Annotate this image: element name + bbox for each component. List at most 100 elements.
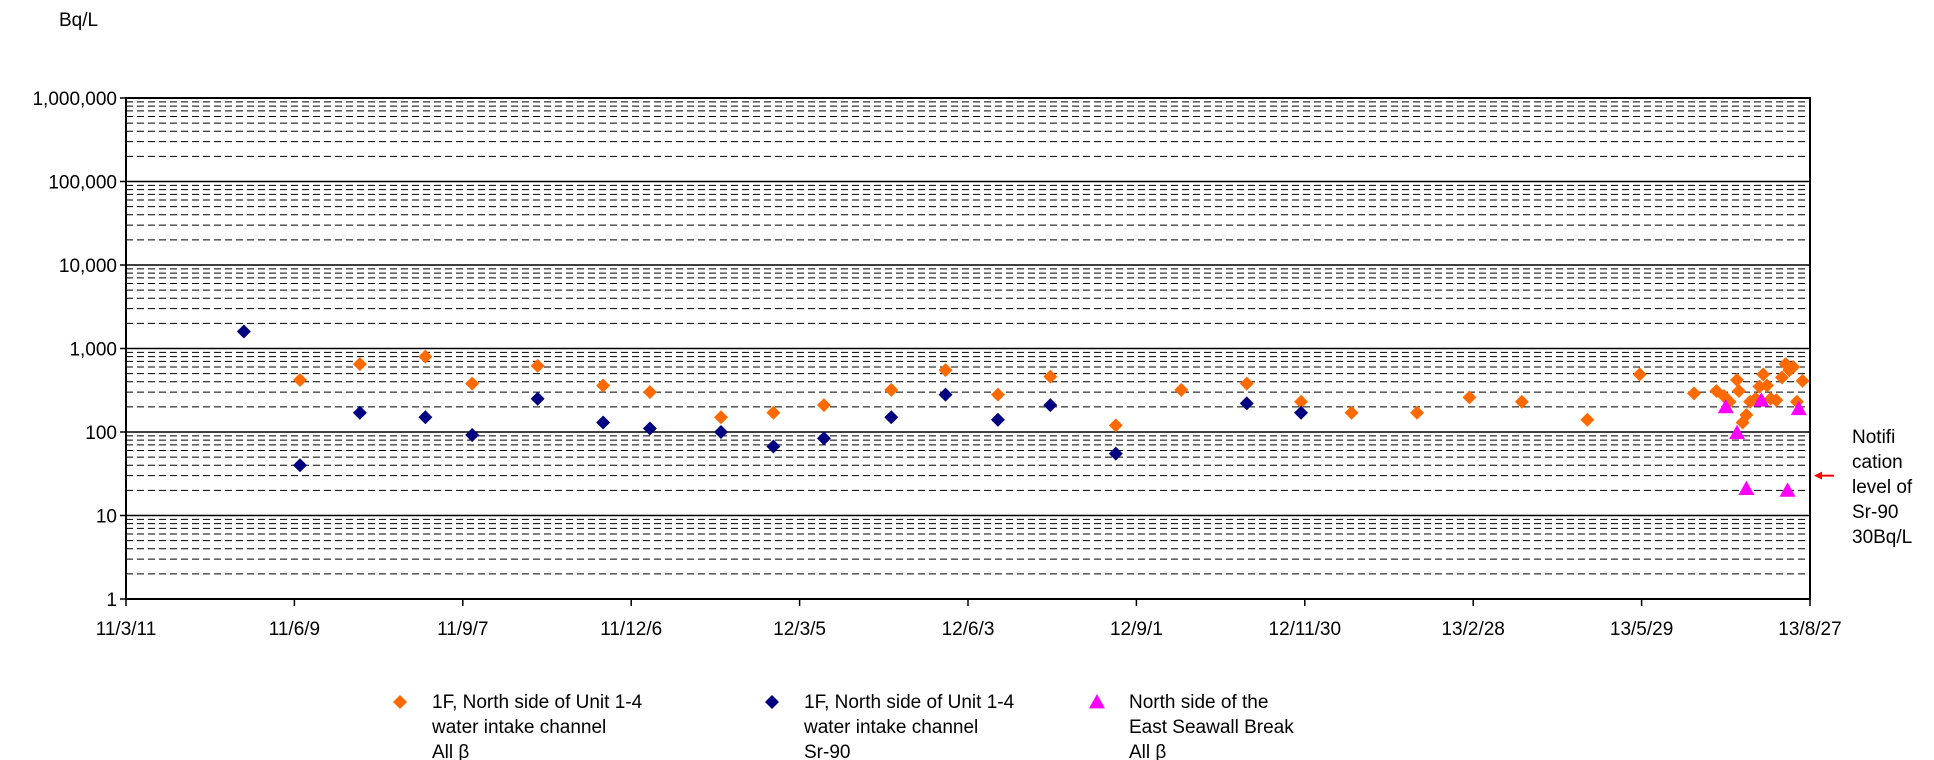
data-point (1344, 405, 1359, 420)
x-tick-label: 12/6/3 (942, 619, 995, 640)
data-point (352, 357, 367, 372)
data-point (352, 405, 367, 420)
x-tick-label: 12/9/1 (1110, 619, 1163, 640)
data-point (1756, 367, 1771, 382)
legend-label: 1F, North side of Unit 1-4 (804, 692, 1015, 713)
y-axis: 1 10 100 1,000 10,000 100,000 1,000,000 (32, 89, 126, 611)
x-tick-label: 11/3/11 (96, 619, 157, 640)
annotation-arrow-head (1814, 471, 1822, 480)
legend: 1F, North side of Unit 1-4 water intake c… (393, 692, 1294, 760)
annotation-text-line: Sr-90 (1852, 502, 1898, 523)
data-point (1769, 393, 1784, 408)
data-point (1729, 424, 1746, 440)
x-tick-label: 11/9/7 (437, 619, 488, 640)
x-axis: 11/3/11 11/6/9 11/9/7 11/12/6 12/3/5 12/6/3 12… (96, 599, 1842, 640)
legend-label: Sr-90 (804, 742, 850, 760)
data-point (1174, 382, 1189, 397)
data-point (596, 415, 611, 430)
data-point (938, 363, 953, 378)
legend-label: water intake channel (431, 717, 606, 738)
data-point (1632, 367, 1647, 382)
data-point (1043, 369, 1058, 384)
y-axis-unit: Bq/L (59, 10, 98, 31)
data-point (1753, 392, 1770, 407)
x-tick-label: 13/8/27 (1778, 619, 1841, 640)
data-point (1774, 370, 1789, 385)
data-point (1108, 418, 1123, 433)
y-tick-label: 1,000 (69, 340, 117, 361)
data-points (236, 324, 1810, 497)
y-tick-label: 10,000 (59, 256, 117, 277)
data-point (884, 382, 899, 397)
data-point (884, 410, 899, 425)
legend-item-3: North side of the East Seawall Break All β (1089, 692, 1294, 760)
annotation-text-line: cation (1852, 452, 1903, 473)
series-3 (1717, 392, 1807, 497)
data-point (1462, 390, 1477, 405)
data-point (236, 324, 251, 339)
x-tick-label: 13/2/28 (1441, 619, 1504, 640)
data-point (1759, 378, 1774, 393)
data-point (1731, 383, 1746, 398)
data-point (1580, 412, 1595, 427)
data-point (418, 349, 433, 364)
data-point (1043, 398, 1058, 413)
data-point (938, 387, 953, 402)
data-point (1730, 372, 1745, 387)
data-point (1239, 376, 1254, 391)
data-point (1686, 386, 1701, 401)
legend-item-2: 1F, North side of Unit 1-4 water intake c… (765, 692, 1015, 760)
data-point (1294, 394, 1309, 409)
data-point (1294, 405, 1309, 420)
data-point (766, 439, 781, 454)
data-point (1514, 394, 1529, 409)
y-tick-label: 1 (106, 590, 117, 611)
data-point (1108, 446, 1123, 461)
data-point (1779, 482, 1796, 497)
data-point (465, 428, 480, 443)
x-tick-label: 13/5/29 (1610, 619, 1673, 640)
data-point (990, 412, 1005, 427)
legend-label: All β (1129, 742, 1166, 760)
data-point (1738, 480, 1755, 495)
legend-marker (765, 695, 779, 709)
notification-level-annotation: Notifi cation level of Sr-90 30Bq/L (1814, 427, 1913, 548)
annotation-text-line: Notifi (1852, 427, 1895, 448)
legend-item-1: 1F, North side of Unit 1-4 water intake c… (393, 692, 643, 760)
data-point (1790, 400, 1807, 416)
grid-lines (126, 97, 1810, 600)
legend-marker (393, 695, 407, 709)
y-tick-label: 1,000,000 (32, 89, 117, 110)
legend-marker (1089, 694, 1105, 709)
legend-label: North side of the (1129, 692, 1268, 713)
data-point (530, 358, 545, 373)
series-1 (293, 349, 1810, 433)
data-point (714, 410, 729, 425)
data-point (642, 385, 657, 400)
series-2 (236, 324, 1309, 473)
data-point (1786, 360, 1801, 375)
data-point (1239, 396, 1254, 411)
data-point (596, 378, 611, 393)
data-point (1739, 407, 1754, 422)
legend-label: water intake channel (803, 717, 978, 738)
legend-label: East Seawall Break (1129, 717, 1294, 738)
data-point (530, 391, 545, 406)
legend-label: All β (432, 742, 469, 760)
annotation-text-line: 30Bq/L (1852, 527, 1912, 548)
annotation-text-line: level of (1852, 477, 1913, 498)
data-point (816, 431, 831, 446)
data-point (293, 372, 308, 387)
y-tick-label: 100 (85, 423, 117, 444)
y-tick-label: 10 (96, 507, 117, 528)
data-point (816, 398, 831, 413)
data-point (1795, 373, 1810, 388)
data-point (1410, 405, 1425, 420)
x-tick-label: 12/11/30 (1269, 619, 1342, 640)
data-point (418, 410, 433, 425)
x-tick-label: 12/3/5 (773, 619, 826, 640)
data-point (1717, 398, 1734, 414)
y-tick-label: 100,000 (48, 173, 117, 194)
data-point (642, 421, 657, 436)
